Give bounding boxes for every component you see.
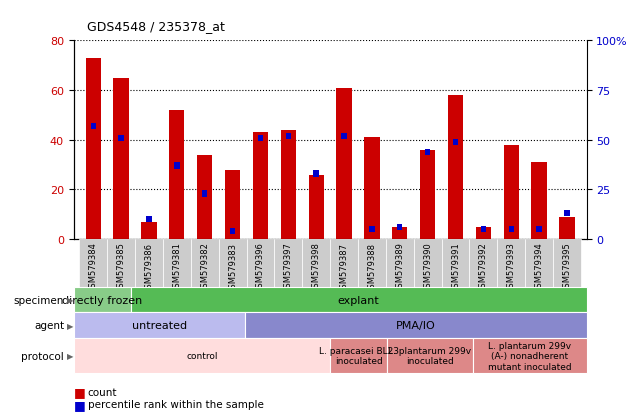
Text: GSM579395: GSM579395 <box>563 242 572 292</box>
Bar <box>197 155 212 240</box>
Bar <box>141 222 156 240</box>
Text: ▶: ▶ <box>67 351 74 360</box>
Text: L. paracasei BL23
inoculated: L. paracasei BL23 inoculated <box>319 346 399 366</box>
Bar <box>90 123 96 130</box>
Bar <box>553 240 581 287</box>
Bar <box>369 226 374 233</box>
Text: GSM579391: GSM579391 <box>451 242 460 292</box>
Text: GSM579388: GSM579388 <box>367 242 376 293</box>
Bar <box>413 240 442 287</box>
Bar <box>74 287 131 313</box>
Text: GSM579386: GSM579386 <box>144 242 153 293</box>
Bar <box>225 170 240 240</box>
Bar <box>531 163 547 240</box>
Bar <box>146 216 152 223</box>
Bar <box>442 240 469 287</box>
Bar <box>135 240 163 287</box>
Bar <box>525 240 553 287</box>
Bar <box>113 78 129 240</box>
Bar <box>191 240 219 287</box>
Text: specimen: specimen <box>13 295 64 305</box>
Bar <box>358 240 386 287</box>
Text: protocol: protocol <box>21 351 64 361</box>
Text: untreated: untreated <box>131 320 187 330</box>
Text: GSM579389: GSM579389 <box>395 242 404 293</box>
Bar <box>469 240 497 287</box>
Bar <box>387 338 472 373</box>
Text: PMA/IO: PMA/IO <box>395 320 435 330</box>
Bar <box>453 139 458 145</box>
Bar <box>163 240 191 287</box>
Text: L. plantarum 299v
(A-) nonadherent
mutant inoculated: L. plantarum 299v (A-) nonadherent mutan… <box>488 341 571 370</box>
Bar <box>219 240 247 287</box>
Text: L. plantarum 299v
inoculated: L. plantarum 299v inoculated <box>388 346 471 366</box>
Text: GSM579383: GSM579383 <box>228 242 237 293</box>
Text: control: control <box>186 351 218 360</box>
Text: GSM579397: GSM579397 <box>284 242 293 293</box>
Bar <box>286 133 291 140</box>
Bar <box>342 133 347 140</box>
Bar <box>74 313 245 338</box>
Text: agent: agent <box>34 320 64 330</box>
Bar <box>169 111 185 240</box>
Bar <box>537 226 542 233</box>
Bar <box>476 227 491 240</box>
Bar <box>392 227 408 240</box>
Text: ▶: ▶ <box>67 295 74 304</box>
Bar <box>85 59 101 240</box>
Bar <box>253 133 268 240</box>
Text: percentile rank within the sample: percentile rank within the sample <box>88 399 263 409</box>
Text: ■: ■ <box>74 398 85 411</box>
Text: explant: explant <box>338 295 379 305</box>
Bar <box>508 226 514 233</box>
Bar <box>560 217 575 240</box>
Bar <box>119 135 124 142</box>
Bar <box>364 138 379 240</box>
Bar <box>313 171 319 177</box>
Bar <box>420 150 435 240</box>
Bar <box>274 240 303 287</box>
Text: ▶: ▶ <box>67 321 74 330</box>
Text: count: count <box>88 387 117 397</box>
Bar <box>330 338 387 373</box>
Bar <box>308 175 324 240</box>
Bar <box>258 135 263 142</box>
Bar <box>397 225 403 231</box>
Text: directly frozen: directly frozen <box>62 295 142 305</box>
Bar <box>79 240 107 287</box>
Text: GSM579384: GSM579384 <box>88 242 97 293</box>
Text: GSM579398: GSM579398 <box>312 242 320 293</box>
Text: GSM579394: GSM579394 <box>535 242 544 292</box>
Text: GDS4548 / 235378_at: GDS4548 / 235378_at <box>87 20 224 33</box>
Bar <box>448 96 463 240</box>
Bar <box>174 163 179 169</box>
Bar <box>425 149 430 155</box>
Bar <box>131 287 587 313</box>
Bar <box>472 338 587 373</box>
Text: GSM579385: GSM579385 <box>117 242 126 293</box>
Bar <box>504 145 519 240</box>
Text: GSM579382: GSM579382 <box>200 242 209 293</box>
Bar <box>564 211 570 217</box>
Bar <box>74 338 330 373</box>
Text: GSM579392: GSM579392 <box>479 242 488 292</box>
Bar <box>386 240 413 287</box>
Bar <box>230 228 235 235</box>
Text: ■: ■ <box>74 385 85 399</box>
Bar <box>107 240 135 287</box>
Bar <box>497 240 525 287</box>
Bar <box>303 240 330 287</box>
Bar <box>281 131 296 240</box>
Bar <box>337 88 352 240</box>
Text: GSM579396: GSM579396 <box>256 242 265 293</box>
Text: GSM579390: GSM579390 <box>423 242 432 292</box>
Bar <box>330 240 358 287</box>
Bar <box>202 191 208 197</box>
Text: GSM579393: GSM579393 <box>507 242 516 293</box>
Text: GSM579381: GSM579381 <box>172 242 181 293</box>
Bar <box>245 313 587 338</box>
Bar <box>247 240 274 287</box>
Text: GSM579387: GSM579387 <box>340 242 349 293</box>
Bar <box>481 226 486 233</box>
